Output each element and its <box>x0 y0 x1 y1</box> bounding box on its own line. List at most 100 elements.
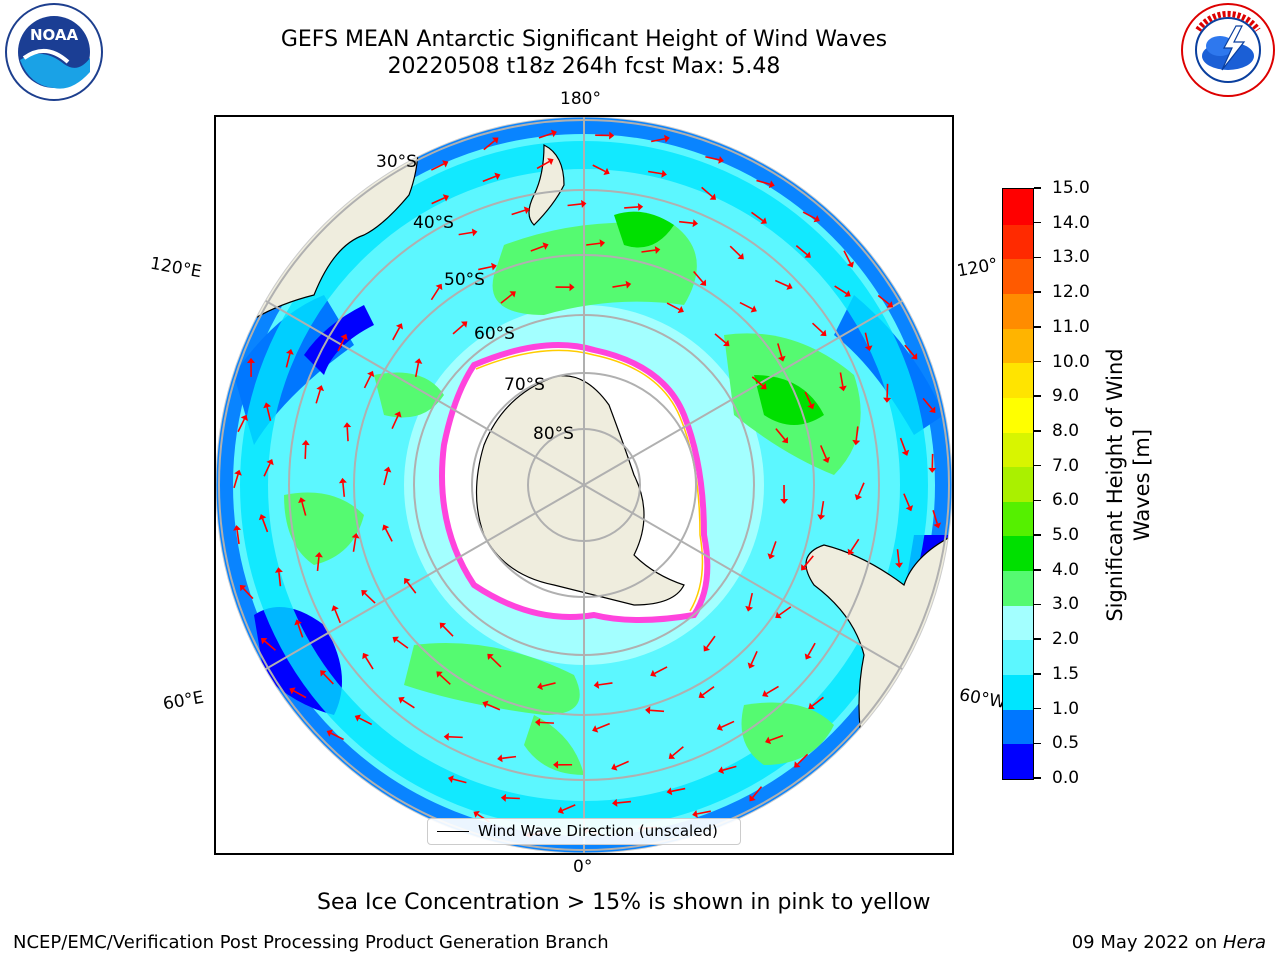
wave-arrow <box>766 685 779 695</box>
wave-arrow-head <box>592 725 599 733</box>
wave-arrow-head <box>497 754 503 763</box>
colorbar-tick-label: 11.0 <box>1052 316 1090 337</box>
wave-arrow <box>750 650 758 665</box>
wave-arrow <box>702 686 715 696</box>
wave-arrow-head <box>609 131 615 140</box>
wave-arrow-head <box>382 524 390 531</box>
lat-label-60s: 60°S <box>474 324 515 344</box>
wave-arrow-head <box>443 732 449 741</box>
wave-arrow-head <box>745 605 754 612</box>
wave-arrow <box>261 518 269 533</box>
wave-arrow <box>654 666 668 675</box>
wave-arrow <box>511 209 526 216</box>
wave-arrow <box>502 755 517 760</box>
wave-arrow <box>896 549 900 564</box>
wave-arrow-head <box>298 497 306 504</box>
wave-arrow <box>729 245 741 257</box>
lon-label-60w: 60°W <box>957 685 1008 713</box>
wave-arrow-head <box>542 242 549 250</box>
colorbar-tick <box>1034 326 1041 328</box>
wave-arrow-head <box>933 522 942 529</box>
wave-arrow-head <box>611 763 618 771</box>
wave-arrow-head <box>316 385 325 392</box>
wave-arrow <box>402 699 415 709</box>
wave-arrow-head <box>765 736 772 745</box>
wave-arrow <box>696 810 711 815</box>
wave-arrow <box>430 163 445 171</box>
colorbar-tick <box>1034 464 1041 467</box>
wave-arrow <box>751 376 764 387</box>
colorbar-segment <box>1003 224 1033 260</box>
wave-arrow-head <box>266 459 274 466</box>
wave-arrow <box>616 800 632 804</box>
wave-arrow-head <box>905 505 914 512</box>
wave-arrow-head <box>398 696 405 704</box>
wave-arrow <box>807 642 816 656</box>
wave-arrow-head <box>343 422 352 428</box>
wave-arrow-head <box>709 193 717 200</box>
wave-arrow-head <box>523 206 530 215</box>
chart-subtitle: 20220508 t18z 264h fcst Max: 5.48 <box>387 54 781 79</box>
wave-arrow <box>278 572 282 587</box>
wave-arrow-head <box>786 282 793 290</box>
colorbar-tick <box>1034 499 1041 502</box>
lat-label-40s: 40°S <box>413 213 454 233</box>
lon-label-120e: 120°E <box>148 253 204 283</box>
footer-machine: Hera <box>1222 932 1266 953</box>
wave-arrow-head <box>698 691 706 699</box>
wave-arrow-head <box>340 333 348 341</box>
wave-arrow-head <box>534 718 541 727</box>
wave-arrow-head <box>285 348 294 355</box>
wave-arrow-head <box>404 578 411 585</box>
wave-arrow <box>774 279 789 287</box>
wave-arrow-head <box>895 562 904 569</box>
lat-label-30s: 30°S <box>376 152 417 172</box>
colorbar-segment <box>1003 709 1033 745</box>
wave-arrow <box>304 444 307 459</box>
wave-arrow <box>648 170 663 175</box>
colorbar-segment <box>1003 570 1033 606</box>
wave-arrow <box>769 734 784 742</box>
polar-map <box>216 117 952 853</box>
wave-arrow-head <box>473 811 480 818</box>
wave-arrow <box>439 674 451 685</box>
wave-arrow <box>406 581 417 594</box>
wave-arrow-head <box>509 291 516 298</box>
wave-arrow-head <box>718 766 724 775</box>
wave-arrow <box>500 293 513 304</box>
wave-arrow <box>864 332 870 347</box>
wave-arrow <box>834 285 847 295</box>
colorbar-tick <box>1034 360 1041 363</box>
colorbar-tick-label: 0.0 <box>1052 768 1080 788</box>
wave-arrow-head <box>603 167 610 176</box>
wave-arrow <box>330 732 345 741</box>
national-weather-service-logo-icon <box>1181 3 1275 97</box>
wave-arrow <box>538 132 553 139</box>
wave-arrow <box>778 606 792 616</box>
wave-arrow-head <box>901 449 910 456</box>
wave-arrow <box>237 418 246 433</box>
colorbar-segment <box>1003 362 1033 398</box>
wave-arrow <box>650 709 665 713</box>
wave-arrow-head <box>747 662 755 669</box>
wave-arrow-head <box>553 760 559 769</box>
wave-arrow-head <box>314 552 323 558</box>
colorbar-segment <box>1003 397 1033 433</box>
colorbar-tick <box>1034 221 1041 224</box>
colorbar-tick <box>1034 256 1041 259</box>
wave-arrow-head <box>768 180 775 189</box>
wave-arrow <box>383 471 389 486</box>
wave-arrow-head <box>537 682 543 691</box>
wave-arrow-head <box>260 637 268 645</box>
wave-arrow <box>819 445 827 459</box>
lat-label-70s: 70°S <box>504 375 545 395</box>
wave-arrow <box>612 283 627 288</box>
wave-arrow <box>392 327 401 341</box>
noaa-logo-icon: NOAA <box>5 3 103 101</box>
wave-arrow-head <box>820 329 827 337</box>
wave-arrow-head <box>240 414 248 421</box>
wave-arrow <box>315 389 321 404</box>
wave-arrow <box>293 690 307 699</box>
wave-arrow <box>701 186 713 198</box>
wave-arrow <box>363 375 372 389</box>
